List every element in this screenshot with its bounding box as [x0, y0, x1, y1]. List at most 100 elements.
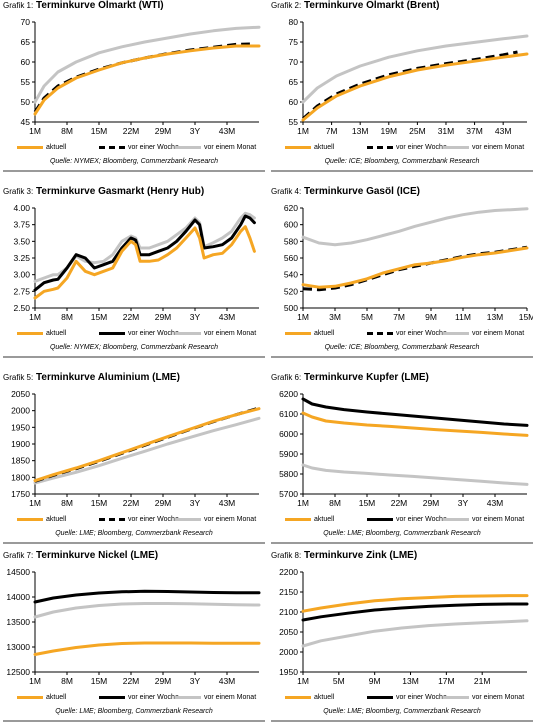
y-tick-label: 12500 — [6, 667, 30, 677]
legend-label: vor einem Monat — [204, 330, 257, 337]
chart-panel-8: Grafik 8: Terminkurve Zink (LME) 1950 2000… — [271, 550, 533, 724]
grafik-number: Grafik 4: — [271, 187, 302, 196]
chart-title: Grafik 8: Terminkurve Zink (LME) — [271, 550, 417, 561]
x-tick-label: 9M — [369, 676, 381, 686]
legend-label: vor einer Woche — [128, 144, 179, 151]
chart-legend: aktuell vor einer Woche vor einem Monat — [7, 694, 265, 706]
axis-line — [34, 22, 259, 123]
grafik-number: Grafik 5: — [3, 373, 34, 382]
legend-item: aktuell — [285, 330, 334, 337]
legend-item: vor einer Woche — [367, 694, 447, 701]
x-tick-label: 43M — [219, 126, 236, 136]
legend-label: vor einer Woche — [396, 330, 447, 337]
chart-title: Grafik 2: Terminkurve Ölmarkt (Brent) — [271, 0, 439, 11]
grafik-title: Terminkurve Gasmarkt (Henry Hub) — [36, 186, 205, 197]
y-tick-label: 540 — [284, 270, 298, 280]
line-chart: 500 520 540 560 580 600 620 1M 3M 5M 7M 9M 11M 13M 15M — [284, 203, 533, 322]
source-note: Quelle: LME; Bloomberg, Commerzbank Rese… — [55, 708, 213, 715]
series-line-vor-einem-Monat — [33, 602, 261, 619]
x-tick-label: 3Y — [190, 676, 201, 686]
legend-swatch — [443, 517, 469, 521]
series-line-vor-einem-Monat — [301, 463, 529, 486]
series-line-vor-einem-Monat — [301, 207, 529, 247]
chart-title: Grafik 1: Terminkurve Ölmarkt (WTI) — [3, 0, 164, 11]
legend-item: vor einem Monat — [443, 330, 524, 337]
x-tick-label: 25M — [409, 126, 426, 136]
series-line-vor-einer-Woche — [301, 397, 529, 427]
x-tick-label: 15M — [91, 126, 108, 136]
y-tick-label: 3.75 — [13, 220, 30, 230]
legend-label: vor einer Woche — [128, 516, 179, 523]
divider — [3, 170, 265, 172]
x-tick-label: 1M — [29, 126, 41, 136]
divider — [271, 542, 533, 544]
axis-line — [34, 208, 259, 309]
series-line-aktuell — [301, 411, 529, 437]
chart-panel-1: Grafik 1: Terminkurve Ölmarkt (WTI) 45 50 5… — [3, 0, 265, 174]
x-tick-label: 1M — [297, 498, 309, 508]
x-tick-label: 8M — [61, 676, 73, 686]
chart-legend: aktuell vor einer Woche vor einem Monat — [7, 330, 265, 342]
y-tick-label: 60 — [289, 97, 299, 107]
legend-swatch — [443, 331, 469, 335]
y-tick-label: 14000 — [6, 592, 30, 602]
y-tick-label: 2.75 — [13, 286, 30, 296]
source-note: Quelle: LME; Bloomberg, Commerzbank Rese… — [55, 530, 213, 537]
x-tick-label: 1M — [297, 312, 309, 322]
y-tick-label: 1850 — [11, 456, 30, 466]
source-note: Quelle: ICE; Bloomberg, Commerzbank Rese… — [324, 344, 480, 351]
x-tick-label: 22M — [123, 312, 140, 322]
line-chart: 12500 13000 13500 14000 14500 1M 8M 15M 22M 29M 3Y… — [6, 567, 261, 686]
x-tick-label: 11M — [455, 312, 471, 322]
y-tick-label: 5700 — [279, 489, 298, 499]
x-tick-label: 13M — [487, 312, 504, 322]
series-line-vor-einem-Monat — [301, 619, 529, 648]
legend-label: aktuell — [46, 694, 67, 701]
grafik-number: Grafik 3: — [3, 187, 34, 196]
chart-panel-4: Grafik 4: Terminkurve Gasöl (ICE) 500 520 5… — [271, 186, 533, 360]
divider — [271, 170, 533, 172]
divider — [271, 720, 533, 722]
grafik-title: Terminkurve Ölmarkt (WTI) — [36, 0, 164, 11]
x-tick-label: 29M — [155, 498, 172, 508]
axis-line — [302, 208, 527, 309]
x-tick-label: 43M — [219, 676, 236, 686]
x-tick-label: 22M — [123, 676, 140, 686]
legend-label: vor einem Monat — [472, 144, 525, 151]
legend-label: aktuell — [314, 516, 335, 523]
x-tick-label: 17M — [438, 676, 455, 686]
x-tick-label: 29M — [155, 126, 172, 136]
x-tick-label: 15M — [359, 498, 376, 508]
y-tick-label: 1800 — [11, 472, 30, 482]
chart-legend: aktuell vor einer Woche vor einem Monat — [275, 694, 533, 706]
x-tick-label: 29M — [155, 312, 172, 322]
x-tick-label: 7M — [393, 312, 405, 322]
y-tick-label: 60 — [21, 57, 31, 67]
legend-item: vor einem Monat — [175, 694, 256, 701]
legend-label: vor einem Monat — [204, 694, 257, 701]
legend-label: vor einer Woche — [128, 694, 179, 701]
legend-swatch — [443, 695, 469, 699]
legend-item: aktuell — [285, 144, 334, 151]
legend-item: vor einer Woche — [367, 330, 447, 337]
legend-swatch — [367, 331, 393, 335]
divider — [3, 720, 265, 722]
y-tick-label: 14500 — [6, 567, 30, 577]
y-tick-label: 620 — [284, 203, 298, 213]
x-tick-label: 3M — [329, 312, 341, 322]
x-tick-label: 21M — [474, 676, 491, 686]
y-tick-label: 45 — [21, 117, 31, 127]
legend-label: vor einer Woche — [396, 516, 447, 523]
y-tick-label: 13500 — [6, 617, 30, 627]
series-line-aktuell — [301, 52, 529, 122]
chart-title: Grafik 4: Terminkurve Gasöl (ICE) — [271, 186, 420, 197]
line-chart: 1750 1800 1850 1900 1950 2000 2050 1M 8M 15M 22M 29… — [11, 389, 261, 508]
y-tick-label: 2100 — [279, 607, 298, 617]
legend-swatch — [17, 145, 43, 149]
series-line-vor-einer-Woche — [301, 50, 518, 120]
grafik-number: Grafik 7: — [3, 551, 34, 560]
x-tick-label: 15M — [519, 312, 533, 322]
x-tick-label: 15M — [91, 312, 108, 322]
x-tick-label: 7M — [326, 126, 338, 136]
chart-title: Grafik 7: Terminkurve Nickel (LME) — [3, 550, 158, 561]
